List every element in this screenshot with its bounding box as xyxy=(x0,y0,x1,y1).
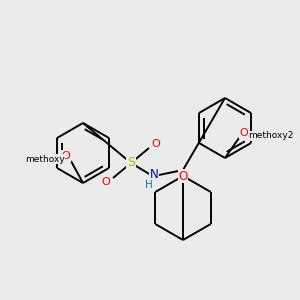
Text: methoxy2: methoxy2 xyxy=(248,131,294,140)
Text: H: H xyxy=(145,180,153,190)
Text: O: O xyxy=(240,128,248,138)
Text: N: N xyxy=(150,167,158,181)
Text: O: O xyxy=(102,177,110,187)
Text: methoxy: methoxy xyxy=(25,154,65,164)
Text: O: O xyxy=(178,169,188,182)
Text: S: S xyxy=(127,157,135,169)
Text: O: O xyxy=(61,151,70,161)
Text: O: O xyxy=(152,139,160,149)
